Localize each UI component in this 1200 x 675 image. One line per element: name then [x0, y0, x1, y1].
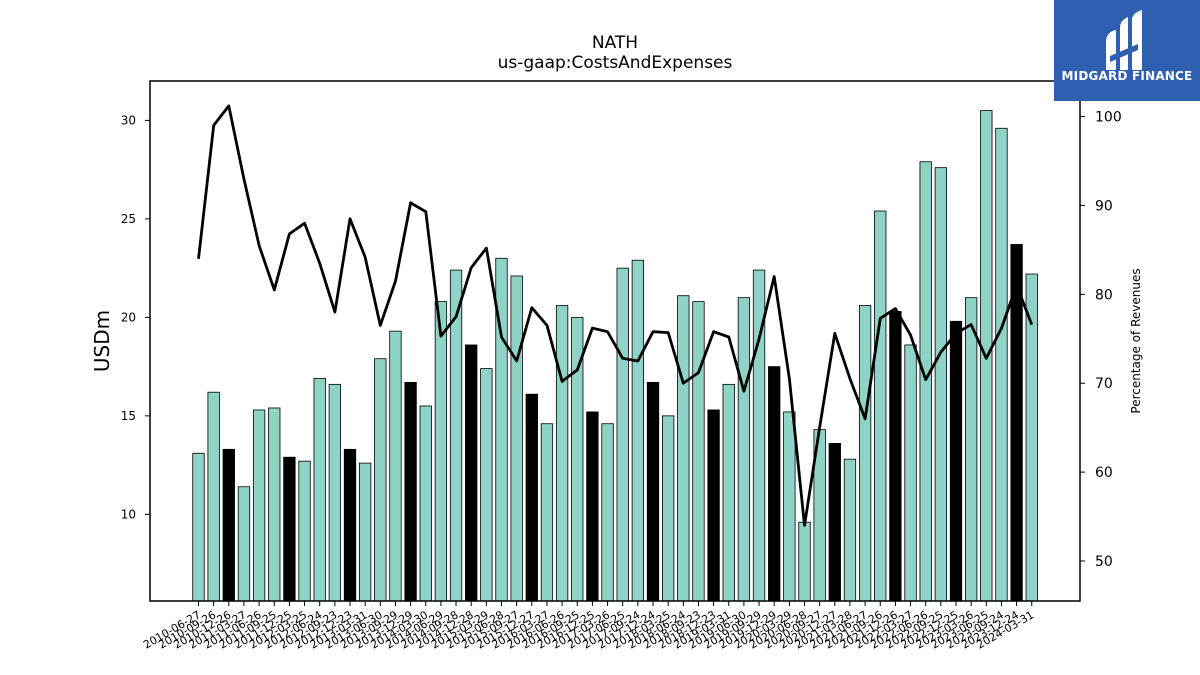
bar	[298, 460, 311, 602]
bar	[237, 486, 251, 602]
bar	[268, 407, 281, 602]
bar	[965, 297, 978, 602]
chart-subtitle: us-gaap:CostsAndExpenses	[498, 53, 733, 73]
bar	[631, 259, 644, 602]
bar	[358, 462, 372, 602]
bar	[283, 456, 296, 602]
bar	[374, 358, 387, 602]
bar	[919, 161, 932, 602]
bar	[768, 366, 781, 602]
bar	[783, 411, 796, 602]
bar	[662, 415, 675, 602]
bar	[510, 275, 523, 602]
plot-area-border	[149, 80, 1081, 602]
y2-tick-label: 70	[1095, 376, 1113, 392]
bar	[525, 393, 538, 602]
right-axis-label: Percentage of Revenues	[1129, 268, 1143, 413]
left-axis-ticks: 10 15 20 25 30	[121, 113, 150, 521]
bar	[252, 409, 266, 602]
bar	[586, 411, 599, 602]
bar	[677, 295, 690, 602]
logo-text: MIDGARD FINANCE	[1061, 69, 1193, 83]
y-tick-label: 30	[121, 113, 136, 127]
x-axis-ticks: 2010-06-272010-09-262010-12-262011-03-27…	[141, 601, 1036, 652]
bar	[874, 210, 887, 602]
bar	[828, 443, 841, 602]
bar	[722, 383, 735, 602]
line-series	[197, 104, 1034, 527]
bar	[465, 344, 478, 602]
bar	[404, 381, 417, 602]
bar	[707, 409, 720, 602]
bar	[389, 330, 402, 602]
bar	[434, 301, 448, 602]
bar	[313, 378, 326, 602]
y-tick-label: 25	[121, 212, 136, 226]
logo-mark-icon	[1106, 10, 1142, 70]
bar	[934, 167, 947, 602]
bar	[843, 458, 857, 602]
bar	[480, 368, 493, 602]
bar	[419, 405, 432, 602]
y2-tick-label: 90	[1095, 198, 1113, 214]
bar	[616, 267, 629, 602]
bar	[692, 301, 705, 602]
chart-title: NATH	[592, 33, 638, 53]
bar	[737, 297, 751, 602]
bar	[904, 344, 917, 602]
y-tick-label: 15	[121, 409, 136, 423]
y-tick-label: 10	[121, 507, 136, 521]
bar	[555, 305, 569, 602]
bar	[646, 381, 660, 602]
bar	[601, 423, 614, 602]
bar	[343, 448, 357, 602]
bar	[192, 452, 205, 602]
bar	[949, 320, 963, 602]
percentage-line	[197, 104, 1034, 527]
right-axis-ticks: 50 60 70 80 90 100	[1080, 110, 1122, 570]
y2-tick-label: 60	[1095, 465, 1113, 481]
bar	[540, 423, 554, 602]
bar	[207, 391, 220, 602]
bar	[995, 127, 1008, 602]
y2-tick-label: 50	[1095, 554, 1113, 570]
y2-tick-label: 80	[1095, 287, 1113, 303]
midgard-finance-logo: MIDGARD FINANCE	[1054, 0, 1200, 101]
left-axis-label: USDm	[90, 310, 114, 372]
bar	[222, 448, 235, 602]
bar	[858, 305, 872, 602]
bar	[328, 383, 342, 602]
y2-tick-label: 100	[1095, 110, 1122, 126]
bar	[889, 311, 902, 602]
y-tick-label: 20	[121, 310, 136, 324]
bar	[798, 521, 811, 602]
bar-series	[192, 110, 1038, 602]
